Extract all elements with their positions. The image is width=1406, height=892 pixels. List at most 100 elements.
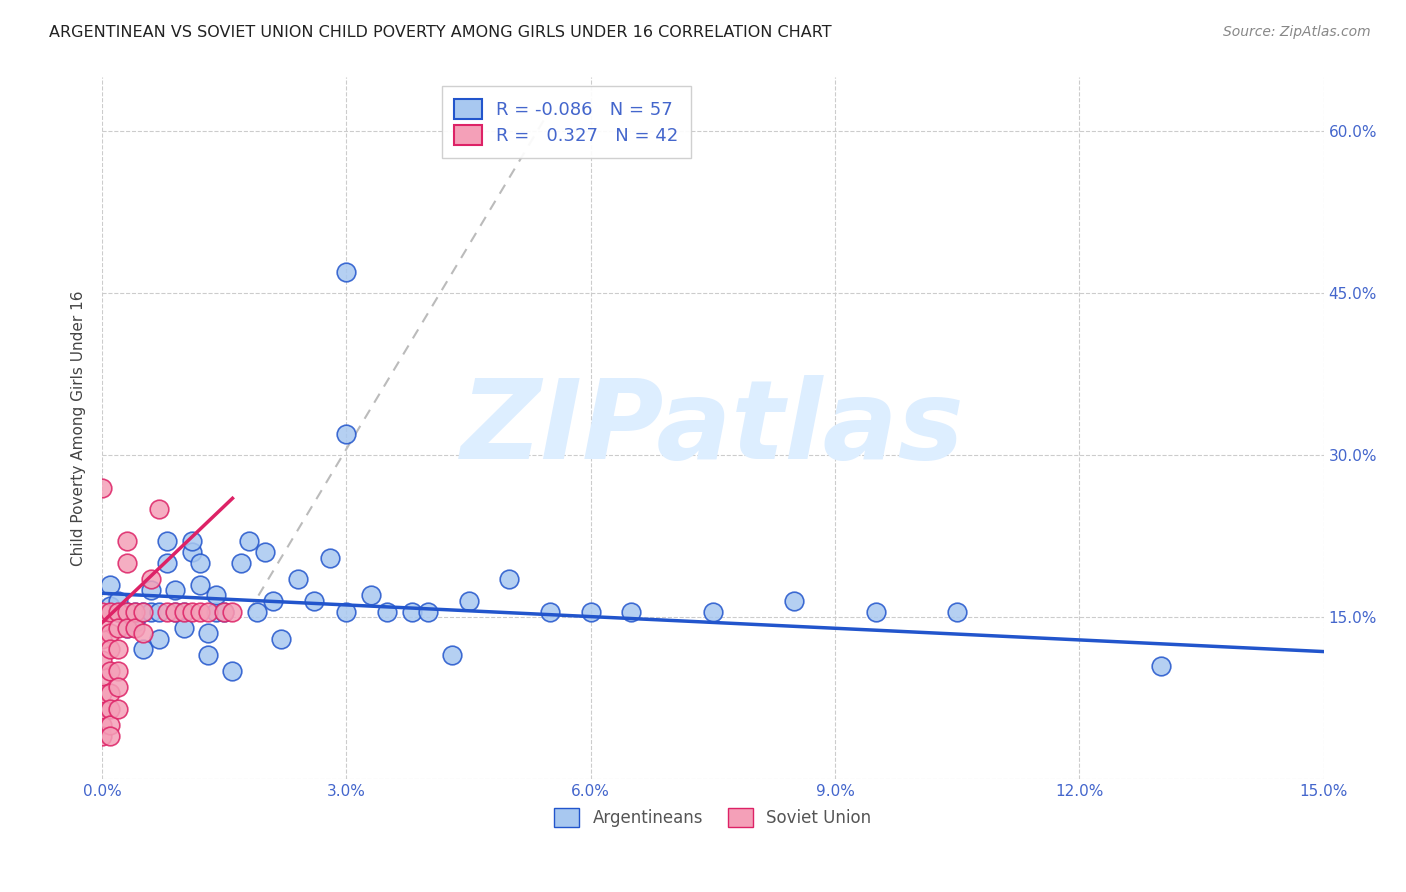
Point bbox=[188, 577, 211, 591]
Point bbox=[173, 621, 195, 635]
Text: Source: ZipAtlas.com: Source: ZipAtlas.com bbox=[1223, 25, 1371, 39]
Point bbox=[401, 605, 423, 619]
Point bbox=[132, 642, 155, 657]
Point bbox=[1150, 658, 1173, 673]
Point bbox=[197, 648, 219, 662]
Point bbox=[115, 621, 138, 635]
Point bbox=[98, 577, 121, 591]
Point bbox=[214, 605, 236, 619]
Point bbox=[173, 605, 195, 619]
Point bbox=[124, 605, 146, 619]
Point bbox=[335, 265, 357, 279]
Point bbox=[188, 605, 211, 619]
Point bbox=[214, 605, 236, 619]
Point bbox=[197, 626, 219, 640]
Point bbox=[91, 653, 114, 667]
Point bbox=[865, 605, 887, 619]
Point bbox=[335, 426, 357, 441]
Point bbox=[229, 556, 252, 570]
Point bbox=[98, 729, 121, 743]
Text: ZIPatlas: ZIPatlas bbox=[461, 375, 965, 482]
Point bbox=[441, 648, 464, 662]
Point bbox=[91, 605, 114, 619]
Point bbox=[107, 605, 129, 619]
Point bbox=[702, 605, 724, 619]
Point bbox=[173, 605, 195, 619]
Point bbox=[538, 605, 561, 619]
Point bbox=[91, 702, 114, 716]
Point bbox=[91, 632, 114, 646]
Point bbox=[156, 605, 179, 619]
Point bbox=[457, 594, 479, 608]
Point bbox=[98, 642, 121, 657]
Point bbox=[180, 534, 202, 549]
Point bbox=[238, 534, 260, 549]
Y-axis label: Child Poverty Among Girls Under 16: Child Poverty Among Girls Under 16 bbox=[72, 291, 86, 566]
Point bbox=[498, 572, 520, 586]
Point bbox=[262, 594, 284, 608]
Point bbox=[335, 605, 357, 619]
Point bbox=[165, 605, 187, 619]
Point bbox=[246, 605, 269, 619]
Point bbox=[115, 605, 138, 619]
Point bbox=[270, 632, 292, 646]
Point bbox=[132, 605, 155, 619]
Point bbox=[360, 589, 382, 603]
Point bbox=[107, 642, 129, 657]
Point bbox=[124, 605, 146, 619]
Point bbox=[98, 702, 121, 716]
Point bbox=[197, 605, 219, 619]
Point bbox=[148, 632, 170, 646]
Point bbox=[165, 583, 187, 598]
Point bbox=[115, 621, 138, 635]
Point bbox=[115, 534, 138, 549]
Point bbox=[139, 583, 162, 598]
Point bbox=[107, 664, 129, 678]
Point bbox=[115, 556, 138, 570]
Point bbox=[98, 626, 121, 640]
Point bbox=[91, 669, 114, 683]
Point bbox=[98, 599, 121, 614]
Point bbox=[91, 615, 114, 630]
Point bbox=[165, 605, 187, 619]
Point bbox=[205, 589, 228, 603]
Point bbox=[156, 534, 179, 549]
Point bbox=[148, 605, 170, 619]
Point bbox=[188, 556, 211, 570]
Point bbox=[91, 718, 114, 732]
Legend: Argentineans, Soviet Union: Argentineans, Soviet Union bbox=[547, 802, 879, 834]
Point bbox=[319, 550, 342, 565]
Point bbox=[221, 664, 243, 678]
Point bbox=[107, 594, 129, 608]
Point bbox=[139, 572, 162, 586]
Point bbox=[124, 615, 146, 630]
Point bbox=[91, 729, 114, 743]
Point bbox=[98, 664, 121, 678]
Point bbox=[946, 605, 969, 619]
Text: ARGENTINEAN VS SOVIET UNION CHILD POVERTY AMONG GIRLS UNDER 16 CORRELATION CHART: ARGENTINEAN VS SOVIET UNION CHILD POVERT… bbox=[49, 25, 832, 40]
Point bbox=[139, 605, 162, 619]
Point bbox=[254, 545, 277, 559]
Point bbox=[156, 556, 179, 570]
Point bbox=[579, 605, 602, 619]
Point bbox=[620, 605, 643, 619]
Point bbox=[98, 685, 121, 699]
Point bbox=[115, 605, 138, 619]
Point bbox=[107, 621, 129, 635]
Point bbox=[205, 605, 228, 619]
Point bbox=[98, 718, 121, 732]
Point bbox=[107, 680, 129, 694]
Point bbox=[180, 605, 202, 619]
Point bbox=[132, 605, 155, 619]
Point bbox=[124, 621, 146, 635]
Point bbox=[91, 685, 114, 699]
Point bbox=[302, 594, 325, 608]
Point bbox=[180, 545, 202, 559]
Point bbox=[107, 605, 129, 619]
Point bbox=[287, 572, 309, 586]
Point bbox=[148, 502, 170, 516]
Point bbox=[91, 481, 114, 495]
Point bbox=[132, 626, 155, 640]
Point bbox=[783, 594, 806, 608]
Point bbox=[221, 605, 243, 619]
